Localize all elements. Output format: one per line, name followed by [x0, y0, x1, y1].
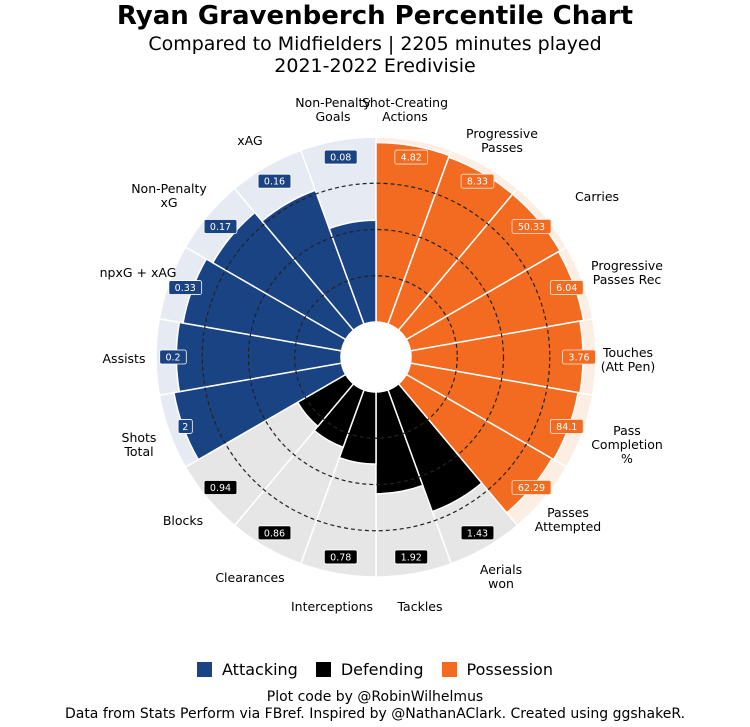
value-badge: [460, 173, 495, 189]
param-label: Clearances: [215, 570, 284, 585]
value-badge: [394, 549, 429, 565]
param-label: Pass Completion%: [591, 423, 663, 466]
value-label: 1.92: [401, 552, 422, 563]
param-label: Non-Penalty xG: [131, 181, 207, 210]
param-label: Assists: [103, 351, 146, 366]
value-label: 0.08: [330, 153, 351, 164]
value-badge: [257, 525, 292, 541]
param-label: Passes Attempted: [535, 505, 601, 534]
value-label: 84.1: [556, 422, 577, 433]
param-label: Progressive Passes: [466, 126, 538, 155]
param-label: Blocks: [163, 513, 203, 528]
param-label: Progressive Passes Rec: [591, 258, 663, 287]
value-badge: [159, 349, 187, 365]
value-label: 0.33: [175, 283, 196, 294]
grid-ring: [201, 182, 551, 532]
param-label: xAG: [237, 133, 262, 148]
value-label: 1.43: [467, 528, 488, 539]
chart-title: Ryan Gravenberch Percentile Chart: [116, 1, 634, 31]
legend-label: Possession: [466, 660, 553, 679]
value-label: 50.33: [518, 222, 545, 233]
value-label: 0.2: [165, 353, 180, 364]
value-badge: [168, 280, 203, 295]
chart-subtitle: Compared to Midfielders | 2205 minutes p…: [148, 33, 602, 55]
legend-item-attacking: Attacking: [197, 660, 298, 679]
value-label: 4.82: [401, 153, 422, 164]
value-label: 0.94: [210, 483, 231, 494]
chart-season: 2021-2022 Eredivisie: [274, 55, 476, 77]
param-label: Shots Total: [122, 430, 157, 459]
value-label: 0.17: [210, 222, 231, 233]
param-label: Aerials won: [480, 562, 522, 591]
value-badge: [323, 149, 358, 165]
legend-swatch-attacking: [197, 662, 213, 677]
legend-swatch-possession: [441, 662, 457, 677]
value-badge: [549, 419, 584, 434]
grid-ring: [247, 228, 505, 486]
legend-label: Defending: [340, 660, 424, 679]
legend-label: Attacking: [222, 660, 298, 679]
footer-source: Data from Stats Perform via FBref. Inspi…: [64, 706, 686, 722]
param-label: npxG + xAG: [100, 265, 177, 280]
legend-item-defending: Defending: [315, 660, 424, 679]
param-label: Shot-Creating Actions: [362, 95, 448, 124]
value-label: 62.29: [518, 483, 545, 494]
value-badge: [394, 149, 429, 165]
center-hole: [341, 322, 411, 392]
grid-ring: [294, 275, 458, 439]
footer-credit: Plot code by @RobinWilhelmus: [266, 689, 484, 705]
value-badge: [511, 219, 552, 234]
param-label: Interceptions: [291, 599, 373, 614]
param-label: Tackles: [396, 599, 442, 614]
legend-item-possession: Possession: [441, 660, 553, 679]
value-badge: [562, 349, 596, 365]
legend-swatch-defending: [315, 662, 331, 677]
value-label: 0.86: [264, 528, 285, 539]
value-badge: [460, 525, 495, 541]
value-label: 0.78: [330, 552, 351, 563]
value-badge: [323, 549, 358, 565]
value-label: 2: [182, 422, 188, 433]
value-badge: [177, 419, 193, 434]
value-badge: [549, 280, 584, 295]
legend: Attacking Defending Possession: [0, 660, 750, 679]
value-badge: [257, 173, 292, 189]
percentile-pizza-chart: 4.82 Shot-Creating Actions 8.33 Progressive P…: [100, 95, 664, 614]
value-label: 6.04: [556, 283, 577, 294]
value-label: 0.16: [264, 177, 285, 188]
param-label: Non-Penalty Goals: [295, 95, 371, 124]
value-badge: [203, 219, 238, 234]
value-badge: [203, 480, 238, 495]
param-label: Touches (Att Pen): [601, 345, 656, 374]
param-label: Carries: [575, 189, 619, 204]
value-label: 3.76: [568, 353, 589, 364]
value-badge: [511, 480, 552, 495]
value-label: 8.33: [467, 177, 488, 188]
